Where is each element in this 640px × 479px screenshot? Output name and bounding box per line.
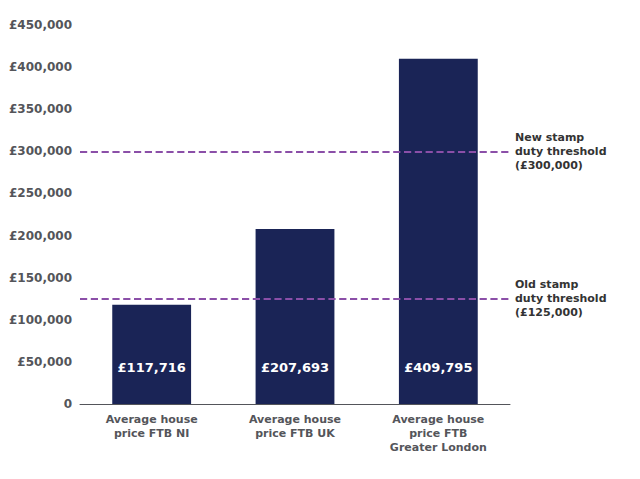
svg-text:duty threshold: duty threshold [515, 292, 607, 305]
svg-text:£117,716: £117,716 [118, 360, 186, 375]
svg-text:£450,000: £450,000 [9, 18, 72, 32]
svg-text:£200,000: £200,000 [9, 229, 72, 243]
svg-text:£250,000: £250,000 [9, 186, 72, 200]
svg-text:Average house: Average house [106, 413, 198, 426]
svg-text:duty threshold: duty threshold [515, 145, 607, 158]
svg-text:£100,000: £100,000 [9, 313, 72, 327]
svg-text:£400,000: £400,000 [9, 60, 72, 74]
svg-text:Greater London: Greater London [390, 441, 487, 454]
svg-text:price FTB UK: price FTB UK [255, 427, 335, 440]
svg-text:£50,000: £50,000 [17, 355, 72, 369]
svg-text:New stamp: New stamp [515, 131, 584, 144]
svg-text:£207,693: £207,693 [261, 360, 329, 375]
svg-text:£150,000: £150,000 [9, 271, 72, 285]
svg-text:Average house: Average house [392, 413, 484, 426]
svg-text:£350,000: £350,000 [9, 102, 72, 116]
svg-text:0: 0 [64, 397, 72, 411]
svg-text:Old stamp: Old stamp [515, 278, 579, 291]
svg-text:price FTB: price FTB [409, 427, 467, 440]
svg-text:Average house: Average house [249, 413, 341, 426]
svg-text:£300,000: £300,000 [9, 144, 72, 158]
svg-text:£409,795: £409,795 [404, 360, 472, 375]
svg-text:price FTB NI: price FTB NI [114, 427, 189, 440]
svg-text:(£125,000): (£125,000) [515, 306, 583, 319]
svg-text:(£300,000): (£300,000) [515, 159, 583, 172]
